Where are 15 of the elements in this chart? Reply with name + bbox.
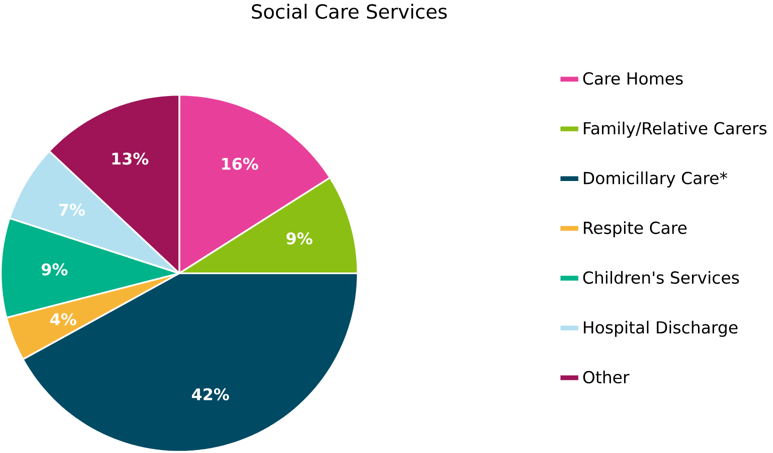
data-label: 4% xyxy=(50,313,76,326)
data-label: 16% xyxy=(222,158,258,170)
data-label: 7% xyxy=(59,204,85,216)
data-label: 42% xyxy=(192,388,230,401)
chart-title: Social Care Services xyxy=(252,4,447,20)
data-label: 9% xyxy=(42,264,68,276)
legend-label: Other xyxy=(583,370,630,384)
legend-label: Respite Care xyxy=(584,221,687,238)
legend-label: Hospital Discharge xyxy=(584,320,738,338)
legend-label: Domicillary Care* xyxy=(584,172,728,188)
data-label: 13% xyxy=(112,152,148,165)
legend-label: Family/Relative Carers xyxy=(584,122,766,138)
legend-label: Children's Services xyxy=(583,271,739,284)
data-label: 9% xyxy=(286,232,312,245)
legend-label: Care Homes xyxy=(583,72,683,85)
